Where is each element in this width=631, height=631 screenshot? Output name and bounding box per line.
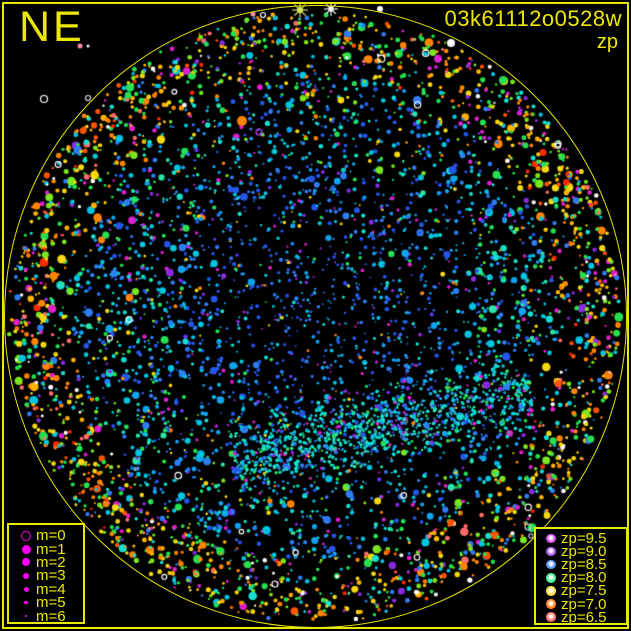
legend-item: m=4 <box>16 580 83 598</box>
legend-item-label: zp=7.5 <box>561 582 607 600</box>
legend-item-label: m=3 <box>36 567 66 585</box>
legend-item: zp=7.0 <box>541 595 626 613</box>
plot-subtitle: zp <box>596 31 618 53</box>
legend-item: zp=6.5 <box>541 608 626 626</box>
legend-item-label: zp=8.0 <box>561 569 607 587</box>
legend-item: m=5 <box>16 594 83 612</box>
legend-item: zp=8.0 <box>541 569 626 587</box>
zp-color-symbol <box>546 599 556 609</box>
legend-item-label: m=5 <box>36 594 66 612</box>
magnitude-dot-symbol <box>25 615 27 618</box>
legend-item-label: zp=9.5 <box>561 530 607 548</box>
legend-item: m=2 <box>16 553 83 571</box>
legend-item: m=1 <box>16 540 83 558</box>
zeropoint-legend: zp=9.5 zp=9.0 zp=8.5 zp=8.0 zp=7.5 zp=7.0 zp=6… <box>534 527 628 625</box>
legend-item-label: m=2 <box>36 553 66 571</box>
legend-item-label: zp=6.5 <box>561 608 607 626</box>
corner-label-ne: NE <box>19 3 85 51</box>
zp-color-symbol <box>546 612 556 622</box>
zp-color-symbol <box>546 586 556 596</box>
legend-item-label: m=4 <box>36 580 66 598</box>
legend-item: m=3 <box>16 567 83 585</box>
magnitude-ring-symbol <box>21 530 31 541</box>
legend-item-label: m=1 <box>36 540 66 558</box>
zp-color-symbol <box>546 546 556 557</box>
legend-item-label: zp=7.0 <box>561 595 607 613</box>
zp-color-symbol <box>546 573 556 583</box>
legend-item: zp=7.5 <box>541 582 626 600</box>
legend-item: m=6 <box>16 607 83 625</box>
legend-item-label: zp=9.0 <box>561 543 607 561</box>
magnitude-dot-symbol <box>23 586 29 592</box>
zp-color-symbol <box>546 559 556 570</box>
zp-color-symbol <box>546 533 556 544</box>
magnitude-dot-symbol <box>24 600 28 605</box>
legend-item-label: zp=8.5 <box>561 556 607 574</box>
magnitude-dot-symbol <box>22 558 30 567</box>
magnitude-legend: m=0 m=1 m=2 m=3 m=4 m=5 m=6 <box>7 523 85 624</box>
magnitude-dot-symbol <box>21 544 31 554</box>
legend-item: zp=9.0 <box>541 543 626 561</box>
legend-item-label: m=0 <box>36 527 66 545</box>
plot-title: 03k61112o0528w <box>444 6 622 31</box>
magnitude-dot-symbol <box>22 572 30 580</box>
legend-item: zp=8.5 <box>541 556 626 574</box>
legend-item: zp=9.5 <box>541 530 626 548</box>
legend-item: m=0 <box>16 527 83 545</box>
legend-item-label: m=6 <box>36 607 66 625</box>
